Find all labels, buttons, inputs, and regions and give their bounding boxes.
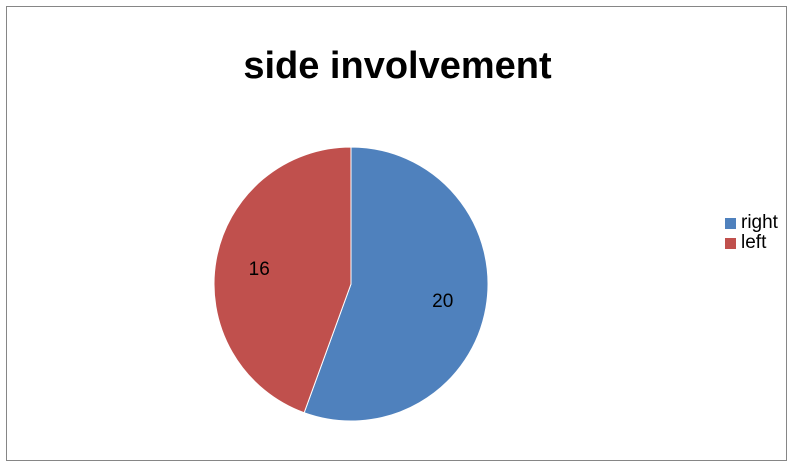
legend-label-left: left (741, 232, 767, 253)
legend-swatch-right (725, 217, 736, 229)
legend-swatch-left (725, 237, 736, 249)
pie-slice-right (303, 146, 489, 422)
legend: right left (725, 212, 778, 253)
legend-item-left: left (725, 232, 778, 253)
chart-title: side involvement (243, 45, 552, 87)
legend-label-right: right (741, 212, 778, 233)
legend-item-right: right (725, 212, 778, 233)
data-label-right: 20 (432, 291, 453, 312)
data-label-left: 16 (249, 259, 270, 280)
pie-slice-left (213, 146, 352, 414)
chart-area: side involvement 20 16 right left (6, 6, 787, 461)
